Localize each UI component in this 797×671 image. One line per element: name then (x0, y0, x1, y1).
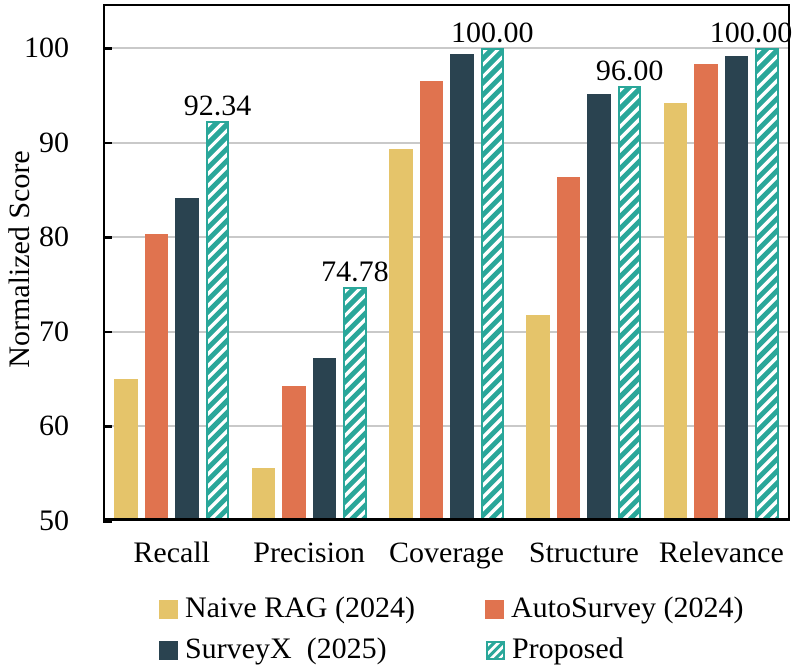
bar-recall-proposed (205, 120, 230, 521)
bar-recall-surveyx (175, 197, 199, 521)
bar-precision-autosurvey (282, 385, 306, 521)
legend-item-naive-rag: Naive RAG (2024) (159, 591, 415, 625)
category-label-precision: Precision (253, 536, 365, 569)
gridline-100 (103, 47, 790, 50)
y-tick-label-60: 60 (39, 409, 69, 443)
y-tick-60 (103, 425, 112, 428)
y-tick-90 (103, 141, 112, 145)
bar-structure-surveyx (587, 93, 611, 521)
legend-swatch-proposed (486, 641, 505, 660)
legend-item-proposed: Proposed (486, 632, 624, 666)
bar-precision-naive-rag (251, 468, 276, 521)
value-annotation-recall: 92.34 (183, 88, 252, 122)
value-annotation-coverage: 100.00 (451, 16, 534, 50)
bar-precision-surveyx (312, 358, 337, 521)
bar-relevance-autosurvey (694, 63, 718, 521)
legend-label-surveyx: SurveyX (2025) (185, 632, 387, 665)
bar-structure-naive-rag (526, 314, 550, 521)
bar-structure-proposed (617, 86, 642, 521)
y-tick-label-70: 70 (39, 314, 69, 348)
bar-coverage-naive-rag (389, 148, 413, 521)
legend-item-autosurvey: AutoSurvey (2024) (485, 591, 743, 625)
y-tick-100 (103, 47, 112, 50)
y-tick-50 (103, 520, 112, 523)
gridline-60 (103, 425, 790, 428)
y-tick-label-80: 80 (39, 220, 69, 254)
bar-relevance-naive-rag (663, 103, 688, 521)
gridline-80 (103, 236, 790, 239)
y-tick-80 (103, 236, 112, 239)
category-label-structure: Structure (528, 536, 639, 569)
legend-item-surveyx: SurveyX (2025) (159, 632, 387, 666)
bar-relevance-surveyx (724, 55, 749, 521)
legend-swatch-autosurvey (485, 600, 504, 619)
legend-label-autosurvey: AutoSurvey (2024) (511, 591, 744, 624)
legend-label-proposed: Proposed (512, 632, 624, 665)
gridline-90 (103, 141, 790, 144)
bar-precision-proposed (343, 286, 367, 521)
category-label-coverage: Coverage (389, 536, 504, 569)
legend-swatch-surveyx (159, 641, 178, 660)
value-annotation-relevance: 100.00 (709, 16, 793, 50)
value-annotation-structure: 96.00 (595, 54, 664, 88)
category-label-relevance: Relevance (658, 536, 784, 569)
bar-recall-naive-rag (114, 379, 138, 521)
bar-coverage-autosurvey (419, 80, 443, 521)
y-tick-label-90: 90 (39, 125, 69, 159)
y-tick-label-100: 100 (24, 31, 69, 65)
legend-label-naive-rag: Naive RAG (2024) (185, 591, 415, 624)
category-label-recall: Recall (133, 536, 211, 569)
y-tick-70 (103, 330, 112, 334)
bar-recall-autosurvey (144, 233, 169, 521)
bar-coverage-proposed (480, 48, 504, 521)
value-annotation-precision: 74.78 (321, 254, 389, 288)
gridline-70 (103, 330, 790, 333)
plot-area (103, 4, 790, 523)
bar-structure-autosurvey (556, 176, 581, 521)
bar-relevance-proposed (755, 48, 779, 521)
bar-coverage-surveyx (450, 54, 474, 521)
legend-swatch-naive-rag (159, 600, 178, 619)
y-tick-label-50: 50 (39, 504, 69, 537)
